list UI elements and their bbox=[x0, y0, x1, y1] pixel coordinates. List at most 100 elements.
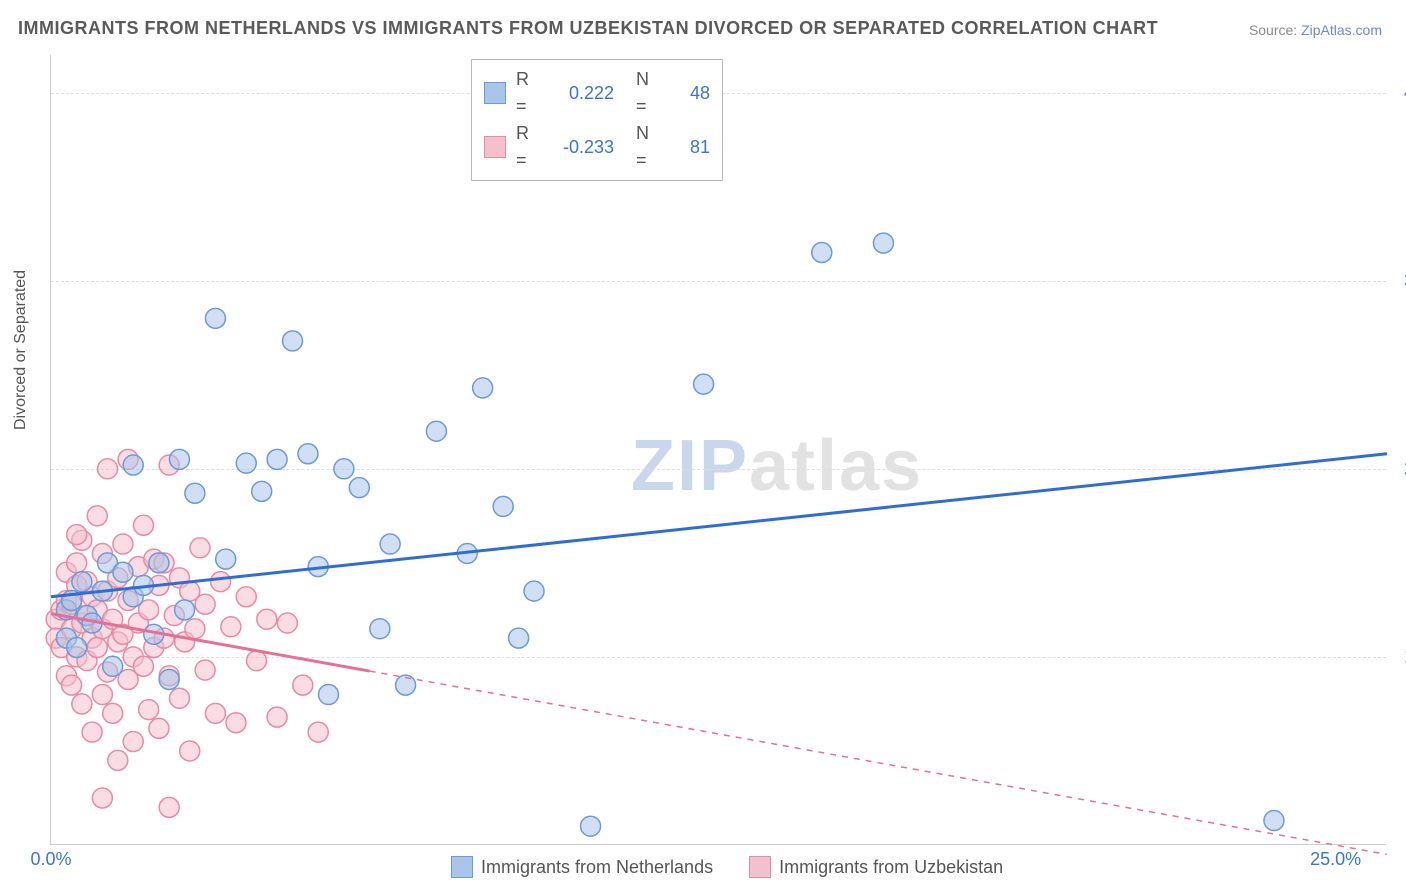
series-legend: Immigrants from Netherlands Immigrants fr… bbox=[451, 856, 1003, 878]
legend-swatch bbox=[451, 856, 473, 878]
data-point bbox=[62, 675, 82, 695]
legend-swatch bbox=[484, 136, 506, 158]
source-attribution: Source: ZipAtlas.com bbox=[1249, 22, 1382, 38]
data-point bbox=[103, 703, 123, 723]
source-label: Source: bbox=[1249, 22, 1297, 38]
stats-legend: R = 0.222 N = 48 R = -0.233 N = 81 bbox=[471, 59, 723, 181]
legend-label: Immigrants from Uzbekistan bbox=[779, 857, 1003, 878]
legend-swatch bbox=[749, 856, 771, 878]
data-point bbox=[87, 638, 107, 658]
stats-legend-row: R = 0.222 N = 48 bbox=[484, 66, 710, 120]
data-point bbox=[92, 788, 112, 808]
data-point bbox=[67, 553, 87, 573]
legend-item: Immigrants from Uzbekistan bbox=[749, 856, 1003, 878]
r-value: 0.222 bbox=[554, 80, 614, 107]
data-point bbox=[524, 581, 544, 601]
data-point bbox=[252, 481, 272, 501]
y-tick-label: 30.0% bbox=[1392, 270, 1406, 291]
r-value: -0.233 bbox=[554, 134, 614, 161]
data-point bbox=[149, 553, 169, 573]
data-point bbox=[103, 656, 123, 676]
data-point bbox=[216, 549, 236, 569]
data-point bbox=[349, 478, 369, 498]
data-point bbox=[133, 515, 153, 535]
data-point bbox=[380, 534, 400, 554]
legend-item: Immigrants from Netherlands bbox=[451, 856, 713, 878]
data-point bbox=[267, 707, 287, 727]
data-point bbox=[185, 483, 205, 503]
source-value: ZipAtlas.com bbox=[1301, 22, 1382, 38]
data-point bbox=[236, 453, 256, 473]
data-point bbox=[123, 455, 143, 475]
legend-swatch bbox=[484, 82, 506, 104]
n-label: N = bbox=[636, 120, 664, 174]
data-point bbox=[267, 449, 287, 469]
trend-line bbox=[51, 454, 1387, 597]
data-point bbox=[318, 685, 338, 705]
data-point bbox=[283, 331, 303, 351]
data-point bbox=[493, 496, 513, 516]
y-tick-label: 40.0% bbox=[1392, 82, 1406, 103]
data-point bbox=[113, 562, 133, 582]
data-point bbox=[293, 675, 313, 695]
data-point bbox=[226, 713, 246, 733]
data-point bbox=[87, 506, 107, 526]
data-point bbox=[308, 722, 328, 742]
data-point bbox=[195, 660, 215, 680]
data-point bbox=[812, 243, 832, 263]
data-point bbox=[159, 669, 179, 689]
data-point bbox=[205, 703, 225, 723]
trend-line-extrapolated bbox=[370, 671, 1387, 854]
data-point bbox=[169, 449, 189, 469]
data-point bbox=[108, 750, 128, 770]
data-point bbox=[247, 651, 267, 671]
n-value: 48 bbox=[674, 80, 710, 107]
data-point bbox=[190, 538, 210, 558]
y-axis-label: Divorced or Separated bbox=[12, 270, 30, 430]
data-point bbox=[211, 572, 231, 592]
data-point bbox=[159, 797, 179, 817]
r-label: R = bbox=[516, 120, 544, 174]
data-point bbox=[298, 444, 318, 464]
data-point bbox=[123, 732, 143, 752]
r-label: R = bbox=[516, 66, 544, 120]
data-point bbox=[509, 628, 529, 648]
chart-title: IMMIGRANTS FROM NETHERLANDS VS IMMIGRANT… bbox=[18, 18, 1158, 39]
data-point bbox=[139, 700, 159, 720]
data-point bbox=[92, 685, 112, 705]
data-point bbox=[67, 525, 87, 545]
data-point bbox=[149, 718, 169, 738]
legend-label: Immigrants from Netherlands bbox=[481, 857, 713, 878]
data-point bbox=[257, 609, 277, 629]
data-point bbox=[473, 378, 493, 398]
data-point bbox=[72, 694, 92, 714]
data-point bbox=[581, 816, 601, 836]
data-point bbox=[98, 459, 118, 479]
data-point bbox=[236, 587, 256, 607]
data-point bbox=[205, 308, 225, 328]
n-label: N = bbox=[636, 66, 664, 120]
data-point bbox=[180, 741, 200, 761]
data-point bbox=[334, 459, 354, 479]
x-tick-label: 0.0% bbox=[30, 849, 71, 870]
data-point bbox=[195, 594, 215, 614]
data-point bbox=[426, 421, 446, 441]
data-point bbox=[277, 613, 297, 633]
data-point bbox=[370, 619, 390, 639]
y-tick-label: 20.0% bbox=[1392, 458, 1406, 479]
data-point bbox=[133, 656, 153, 676]
data-point bbox=[694, 374, 714, 394]
data-point bbox=[185, 619, 205, 639]
x-tick-label: 25.0% bbox=[1310, 849, 1361, 870]
plot-area: ZIPatlas 10.0%20.0%30.0%40.0% R =0.222N … bbox=[50, 55, 1386, 845]
n-value: 81 bbox=[674, 134, 710, 161]
data-point bbox=[67, 638, 87, 658]
data-point bbox=[82, 722, 102, 742]
data-point bbox=[169, 688, 189, 708]
data-point bbox=[175, 600, 195, 620]
data-point bbox=[873, 233, 893, 253]
data-point bbox=[221, 617, 241, 637]
y-tick-label: 10.0% bbox=[1392, 646, 1406, 667]
data-point bbox=[113, 534, 133, 554]
data-point bbox=[72, 572, 92, 592]
